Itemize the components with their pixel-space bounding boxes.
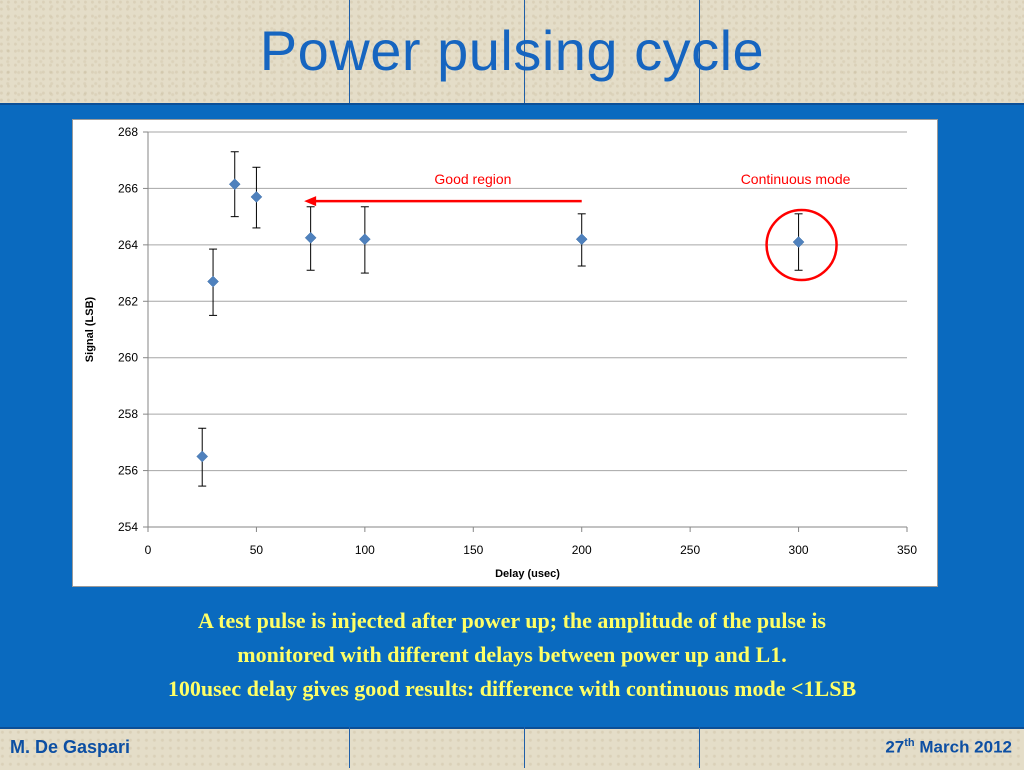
x-tick-label: 300	[789, 543, 809, 557]
data-point	[359, 233, 371, 246]
x-tick-label: 150	[463, 543, 483, 557]
y-tick-label: 254	[118, 520, 138, 534]
x-tick-label: 0	[145, 543, 152, 557]
x-tick-label: 250	[680, 543, 700, 557]
data-point	[792, 236, 805, 248]
header-divider	[699, 0, 700, 103]
x-tick-label: 200	[572, 543, 592, 557]
y-tick-label: 256	[118, 464, 138, 478]
slide-footer	[0, 727, 1024, 770]
presentation-date: 27th March 2012	[885, 737, 1012, 758]
header-divider	[349, 0, 350, 103]
continuous-mode-circle	[765, 208, 838, 282]
data-point	[228, 178, 241, 191]
y-tick-label: 258	[118, 407, 138, 421]
y-tick-label: 264	[118, 238, 138, 252]
slide-title: Power pulsing cycle	[259, 19, 765, 82]
date-day: 27	[885, 737, 905, 757]
x-axis-title: Delay (usec)	[495, 568, 560, 580]
footer-divider	[699, 727, 700, 768]
data-point	[207, 275, 219, 288]
y-tick-label: 268	[118, 125, 138, 139]
good-region-arrowhead	[304, 196, 317, 207]
chart-area: 254 256 258 260 262 264 266 268 0 50 100 150 200 250 3…	[72, 119, 938, 587]
header-divider	[524, 0, 525, 103]
date-rest: March 2012	[914, 737, 1012, 757]
caption-line: monitored with different delays between …	[237, 642, 787, 667]
good-region-label: Good region	[434, 171, 511, 187]
y-tick-label: 260	[118, 351, 138, 365]
x-tick-label: 100	[355, 543, 375, 557]
footer-divider	[524, 727, 525, 768]
x-tick-label: 350	[897, 543, 917, 557]
caption-line: A test pulse is injected after power up;…	[197, 608, 826, 633]
author-name: M. De Gaspari	[10, 737, 131, 757]
x-tick-label: 50	[250, 543, 264, 557]
continuous-mode-label: Continuous mode	[741, 171, 851, 187]
slide-header	[0, 0, 1024, 103]
y-axis-title: Signal (LSB)	[84, 296, 96, 362]
caption-line: 100usec delay gives good results: differ…	[167, 676, 857, 701]
footer-divider	[349, 727, 350, 768]
data-point	[575, 233, 588, 246]
y-tick-label: 262	[118, 294, 138, 308]
date-suffix: th	[904, 737, 915, 749]
scatter-chart: 254 256 258 260 262 264 266 268 0 50 100 150 200 250 3…	[84, 125, 917, 580]
y-tick-label: 266	[118, 181, 138, 195]
data-point	[304, 231, 317, 244]
data-point	[196, 450, 209, 463]
slide-caption: A test pulse is injected after power up;…	[20, 604, 1004, 706]
data-point	[250, 191, 263, 203]
